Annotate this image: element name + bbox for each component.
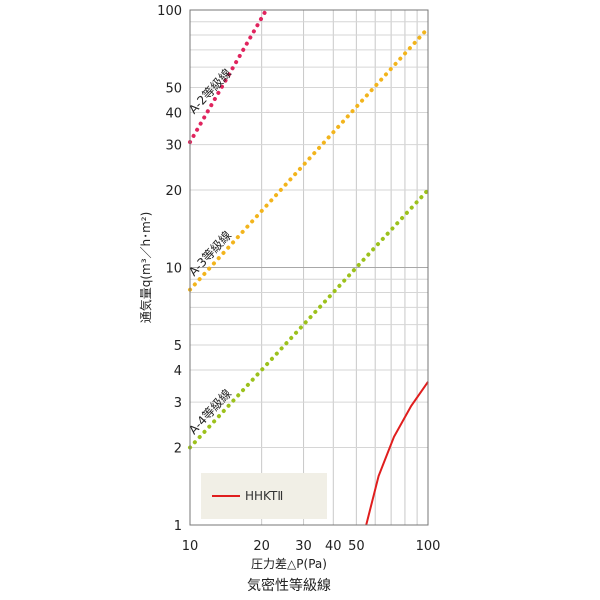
series-line-hhkt2 (365, 381, 429, 526)
y-tick-label: 30 (165, 139, 182, 154)
y-tick-label: 40 (165, 106, 182, 121)
x-tick-label: 10 (182, 539, 199, 554)
y-tick-label: 2 (174, 441, 182, 456)
x-tick-label: 40 (325, 539, 342, 554)
grade-line (188, 26, 430, 292)
series-annotations: A-2等級線 A-3等級線 A-4等級線 (185, 65, 234, 437)
y-tick-label: 4 (174, 364, 182, 379)
grade-line-label: A-2等級線 (185, 65, 234, 116)
y-tick-label: 20 (165, 184, 182, 199)
grade-line (188, 188, 430, 450)
x-tick-label: 50 (348, 539, 365, 554)
grade-line-label: A-3等級線 (185, 228, 234, 279)
y-tick-label: 10 (165, 262, 182, 277)
y-tick-label: 5 (174, 339, 182, 354)
series-lines (188, 8, 430, 526)
x-axis-label: 圧力差△P(Pa) (251, 557, 327, 571)
grade-line-label: A-4等級線 (185, 386, 234, 437)
x-tick-label: 30 (295, 539, 312, 554)
y-tick-label: 3 (174, 396, 182, 411)
legend: HHKTⅡ (201, 473, 327, 519)
legend-entry: HHKTⅡ (245, 489, 283, 503)
grade-line (188, 8, 269, 145)
chart-title: 気密性等級線 (247, 577, 331, 594)
y-tick-label: 1 (174, 519, 182, 534)
y-axis-label: 通気量q(m³／h･m²) (138, 212, 153, 324)
plot-frame (189, 9, 429, 526)
grid (190, 10, 428, 525)
y-tick-label: 100 (157, 4, 182, 19)
y-tick-labels: 1 2 3 4 5 10 20 30 40 50 100 (157, 4, 182, 534)
x-tick-labels: 10 20 30 40 50 100 (182, 539, 441, 554)
x-tick-label: 100 (416, 539, 441, 554)
x-tick-label: 20 (253, 539, 270, 554)
y-tick-label: 50 (165, 82, 182, 97)
